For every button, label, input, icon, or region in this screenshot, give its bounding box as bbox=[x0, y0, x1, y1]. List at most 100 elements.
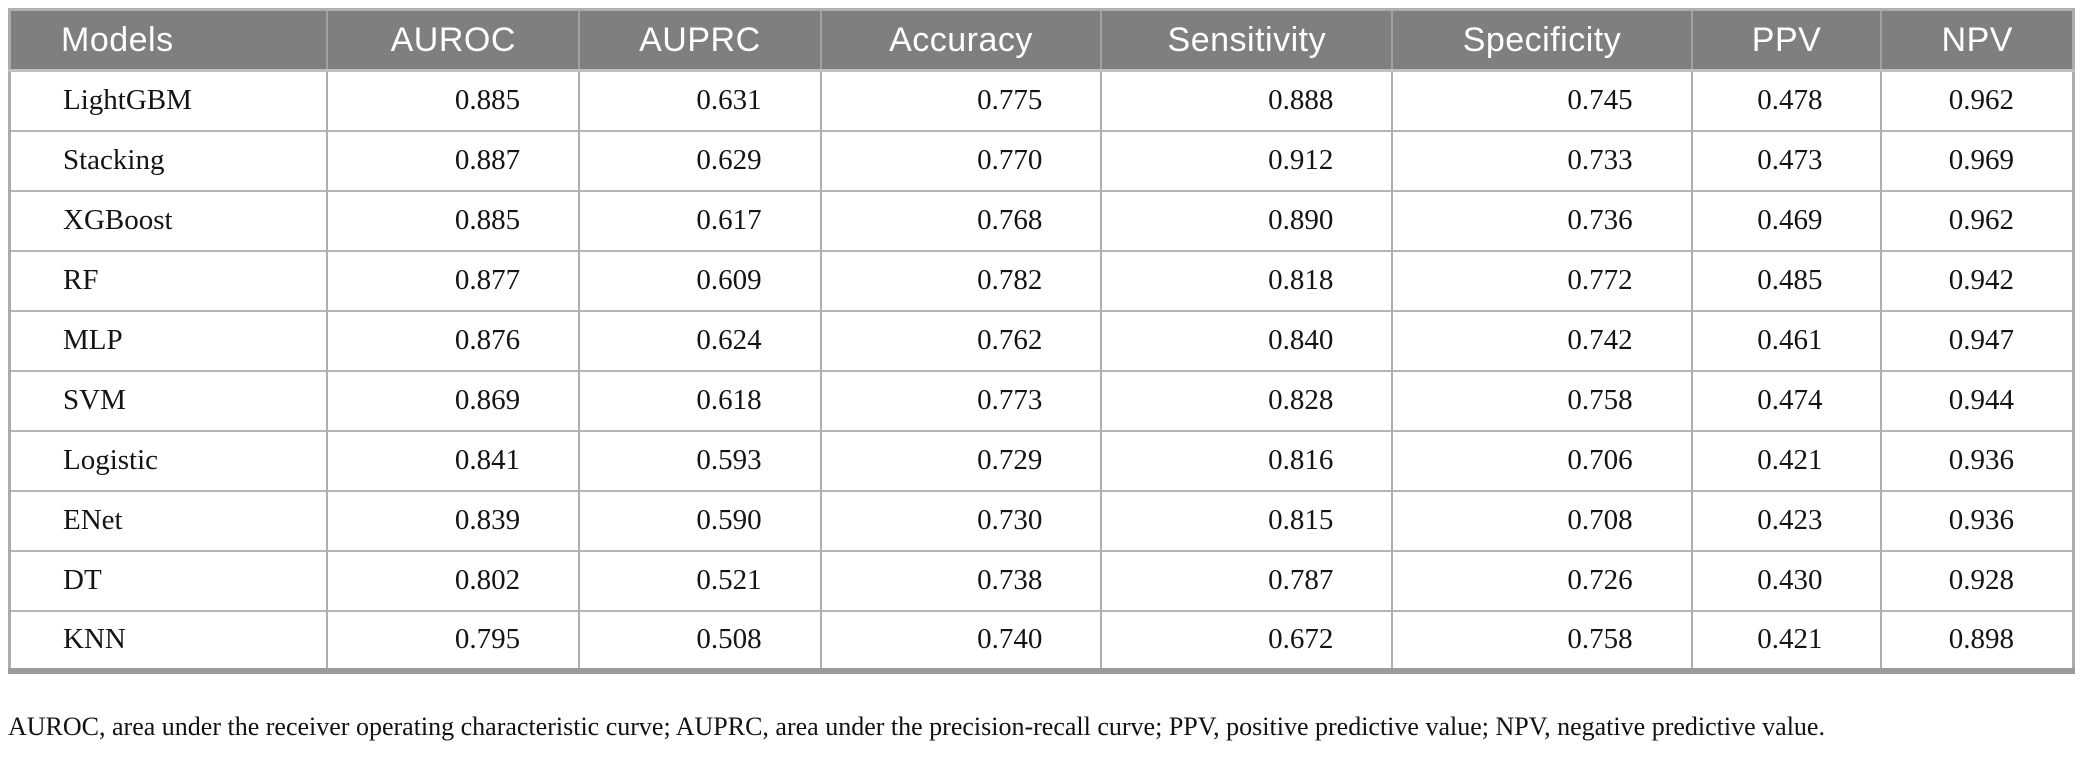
metric-value-cell: 0.795 bbox=[327, 609, 581, 671]
column-header-models: Models bbox=[9, 9, 329, 72]
metric-value-cell: 0.818 bbox=[1101, 249, 1394, 311]
column-header-auprc: AUPRC bbox=[579, 9, 822, 72]
metric-value-cell: 0.815 bbox=[1101, 489, 1394, 551]
model-name-cell: RF bbox=[9, 249, 329, 311]
column-header-npv: NPV bbox=[1881, 9, 2074, 72]
metric-value-cell: 0.421 bbox=[1691, 609, 1883, 671]
model-performance-table: Models AUROC AUPRC Accuracy Sensitivity Speci… bbox=[8, 8, 2075, 674]
metric-value-cell: 0.770 bbox=[820, 129, 1103, 191]
model-name-cell: Logistic bbox=[9, 429, 329, 491]
metric-value-cell: 0.942 bbox=[1881, 249, 2074, 311]
metric-value-cell: 0.758 bbox=[1392, 369, 1693, 431]
metric-value-cell: 0.430 bbox=[1691, 549, 1883, 611]
metric-value-cell: 0.912 bbox=[1101, 129, 1394, 191]
column-header-auroc: AUROC bbox=[327, 9, 581, 72]
metric-value-cell: 0.758 bbox=[1392, 609, 1693, 671]
column-header-specificity: Specificity bbox=[1392, 9, 1693, 72]
model-name-cell: Stacking bbox=[9, 129, 329, 191]
table-row: XGBoost 0.885 0.617 0.768 0.890 0.736 0.469 0.9… bbox=[9, 189, 2074, 251]
table-row: KNN 0.795 0.508 0.740 0.672 0.758 0.421 0.898 bbox=[9, 609, 2074, 671]
metric-value-cell: 0.474 bbox=[1691, 369, 1883, 431]
metric-value-cell: 0.609 bbox=[579, 249, 822, 311]
metric-value-cell: 0.469 bbox=[1691, 189, 1883, 251]
model-name-cell: DT bbox=[9, 549, 329, 611]
metric-value-cell: 0.839 bbox=[327, 489, 581, 551]
metric-value-cell: 0.787 bbox=[1101, 549, 1394, 611]
table-row: LightGBM 0.885 0.631 0.775 0.888 0.745 0.478 0.… bbox=[9, 70, 2074, 131]
metric-value-cell: 0.890 bbox=[1101, 189, 1394, 251]
metric-value-cell: 0.672 bbox=[1101, 609, 1394, 671]
metric-value-cell: 0.740 bbox=[820, 609, 1103, 671]
column-header-ppv: PPV bbox=[1691, 9, 1883, 72]
metric-value-cell: 0.729 bbox=[820, 429, 1103, 491]
metric-value-cell: 0.928 bbox=[1881, 549, 2074, 611]
metric-value-cell: 0.782 bbox=[820, 249, 1103, 311]
metric-value-cell: 0.485 bbox=[1691, 249, 1883, 311]
model-name-cell: MLP bbox=[9, 309, 329, 371]
metric-value-cell: 0.738 bbox=[820, 549, 1103, 611]
metric-value-cell: 0.969 bbox=[1881, 129, 2074, 191]
metric-value-cell: 0.726 bbox=[1392, 549, 1693, 611]
metric-value-cell: 0.708 bbox=[1392, 489, 1693, 551]
table-header-row: Models AUROC AUPRC Accuracy Sensitivity Speci… bbox=[9, 9, 2074, 72]
table-row: RF 0.877 0.609 0.782 0.818 0.772 0.485 0.942 bbox=[9, 249, 2074, 311]
metric-value-cell: 0.877 bbox=[327, 249, 581, 311]
table-row: SVM 0.869 0.618 0.773 0.828 0.758 0.474 0.944 bbox=[9, 369, 2074, 431]
metric-value-cell: 0.421 bbox=[1691, 429, 1883, 491]
metric-value-cell: 0.772 bbox=[1392, 249, 1693, 311]
table-row: Stacking 0.887 0.629 0.770 0.912 0.733 0.473 0.… bbox=[9, 129, 2074, 191]
metric-value-cell: 0.962 bbox=[1881, 70, 2074, 131]
metric-value-cell: 0.617 bbox=[579, 189, 822, 251]
metric-value-cell: 0.887 bbox=[327, 129, 581, 191]
metric-value-cell: 0.840 bbox=[1101, 309, 1394, 371]
metric-value-cell: 0.876 bbox=[327, 309, 581, 371]
metric-value-cell: 0.629 bbox=[579, 129, 822, 191]
metric-value-cell: 0.473 bbox=[1691, 129, 1883, 191]
metric-value-cell: 0.936 bbox=[1881, 489, 2074, 551]
metric-value-cell: 0.590 bbox=[579, 489, 822, 551]
metric-value-cell: 0.423 bbox=[1691, 489, 1883, 551]
metric-value-cell: 0.869 bbox=[327, 369, 581, 431]
metric-value-cell: 0.742 bbox=[1392, 309, 1693, 371]
metric-value-cell: 0.745 bbox=[1392, 70, 1693, 131]
metrics-table-container: Models AUROC AUPRC Accuracy Sensitivity Speci… bbox=[8, 8, 2075, 674]
table-row: Logistic 0.841 0.593 0.729 0.816 0.706 0.421 0.… bbox=[9, 429, 2074, 491]
metric-value-cell: 0.898 bbox=[1881, 609, 2074, 671]
metric-value-cell: 0.944 bbox=[1881, 369, 2074, 431]
column-header-sensitivity: Sensitivity bbox=[1101, 9, 1394, 72]
metric-value-cell: 0.816 bbox=[1101, 429, 1394, 491]
metric-value-cell: 0.885 bbox=[327, 70, 581, 131]
metric-value-cell: 0.773 bbox=[820, 369, 1103, 431]
model-name-cell: SVM bbox=[9, 369, 329, 431]
metric-value-cell: 0.885 bbox=[327, 189, 581, 251]
metric-value-cell: 0.936 bbox=[1881, 429, 2074, 491]
metric-value-cell: 0.775 bbox=[820, 70, 1103, 131]
metric-value-cell: 0.508 bbox=[579, 609, 822, 671]
metric-value-cell: 0.706 bbox=[1392, 429, 1693, 491]
metric-value-cell: 0.828 bbox=[1101, 369, 1394, 431]
metric-value-cell: 0.730 bbox=[820, 489, 1103, 551]
metric-value-cell: 0.888 bbox=[1101, 70, 1394, 131]
metric-value-cell: 0.841 bbox=[327, 429, 581, 491]
metric-value-cell: 0.733 bbox=[1392, 129, 1693, 191]
metric-value-cell: 0.802 bbox=[327, 549, 581, 611]
model-name-cell: LightGBM bbox=[9, 70, 329, 131]
model-name-cell: XGBoost bbox=[9, 189, 329, 251]
table-row: ENet 0.839 0.590 0.730 0.815 0.708 0.423 0.936 bbox=[9, 489, 2074, 551]
metric-value-cell: 0.736 bbox=[1392, 189, 1693, 251]
column-header-accuracy: Accuracy bbox=[820, 9, 1103, 72]
table-row: DT 0.802 0.521 0.738 0.787 0.726 0.430 0.928 bbox=[9, 549, 2074, 611]
metric-value-cell: 0.478 bbox=[1691, 70, 1883, 131]
model-name-cell: ENet bbox=[9, 489, 329, 551]
table-footnote: AUROC, area under the receiver operating… bbox=[8, 712, 1825, 741]
metric-value-cell: 0.962 bbox=[1881, 189, 2074, 251]
table-row: MLP 0.876 0.624 0.762 0.840 0.742 0.461 0.947 bbox=[9, 309, 2074, 371]
metric-value-cell: 0.762 bbox=[820, 309, 1103, 371]
metric-value-cell: 0.631 bbox=[579, 70, 822, 131]
model-name-cell: KNN bbox=[9, 609, 329, 671]
metric-value-cell: 0.461 bbox=[1691, 309, 1883, 371]
metric-value-cell: 0.947 bbox=[1881, 309, 2074, 371]
metric-value-cell: 0.521 bbox=[579, 549, 822, 611]
metric-value-cell: 0.768 bbox=[820, 189, 1103, 251]
